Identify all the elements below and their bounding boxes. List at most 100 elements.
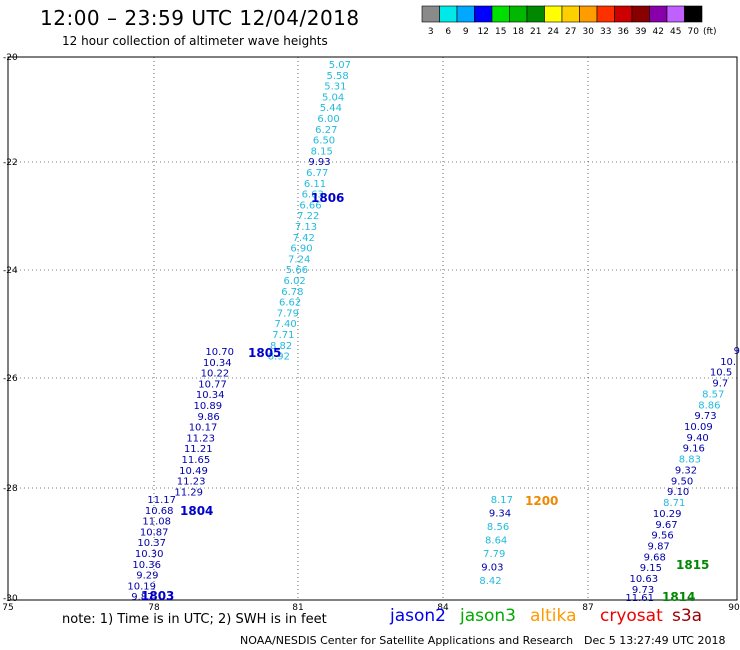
swh-reading: 8.64: [485, 536, 507, 547]
map-frame: [7, 56, 738, 601]
swh-reading: 8.57: [702, 389, 724, 400]
swh-reading: 10.68: [145, 506, 174, 517]
longitude-label: 87: [582, 603, 593, 613]
longitude-label: 84: [437, 603, 449, 613]
swh-reading: 8.83: [679, 455, 701, 466]
swh-reading: 7.79: [277, 308, 299, 319]
swh-reading: 6.66: [299, 200, 321, 211]
legend-label: 42: [653, 27, 664, 37]
swh-reading: 10.36: [132, 560, 161, 571]
swh-reading: 7.13: [295, 222, 317, 233]
swh-reading: 5.31: [324, 82, 346, 93]
orbit-label: 1200: [525, 494, 558, 508]
orbit-label: 1804: [180, 504, 213, 518]
legend-label: 30: [583, 27, 595, 37]
swh-reading: 5.07: [329, 60, 351, 71]
swh-reading: 10.19: [127, 581, 156, 592]
latitude-label: -28: [3, 484, 18, 494]
swh-reading: 9.86: [197, 412, 219, 423]
swh-reading: 9.34: [489, 509, 511, 520]
swh-reading: 9.68: [644, 552, 666, 563]
legend-label: 45: [670, 27, 681, 37]
swh-reading: 11.23: [186, 433, 215, 444]
swh-reading: 7.42: [293, 233, 315, 244]
swh-reading: 5.66: [286, 265, 308, 276]
latitude-label: -20: [3, 53, 18, 63]
swh-reading: 10.77: [198, 379, 227, 390]
swh-reading: 9.03: [481, 563, 503, 574]
swh-reading: 11.65: [182, 455, 211, 466]
swh-reading: 9.32: [675, 465, 697, 476]
swh-reading: 10.: [720, 357, 736, 368]
swh-reading: 8.92: [268, 352, 290, 363]
legend-swatch: [684, 5, 703, 23]
map-title: 12:00 – 23:59 UTC 12/04/2018: [40, 6, 360, 30]
swh-reading: 6.78: [281, 287, 303, 298]
swh-reading: 8.42: [479, 576, 501, 587]
swh-reading: 8.86: [698, 400, 720, 411]
swh-reading: 8.82: [270, 341, 292, 352]
swh-reading: 8.17: [491, 495, 513, 506]
swh-reading: 10.49: [179, 466, 208, 477]
swh-reading: 7.71: [272, 330, 294, 341]
swh-reading: 11.17: [147, 495, 176, 506]
swh-reading: 10.30: [135, 549, 164, 560]
swh-reading: 6.00: [317, 114, 339, 125]
legend-label: 18: [513, 27, 525, 37]
swh-reading: 7.22: [297, 211, 319, 222]
swh-reading: 11.08: [142, 517, 171, 528]
swh-reading: 11.23: [177, 477, 206, 488]
latitude-label: -30: [3, 594, 18, 604]
legend-label: 15: [495, 27, 506, 37]
swh-reading: 6.50: [313, 136, 335, 147]
orbit-label: 1803: [141, 589, 174, 603]
satellite-label-cryosat: cryosat: [600, 606, 663, 626]
latitude-label: -26: [3, 374, 18, 384]
legend-label: 3: [428, 27, 434, 37]
swh-reading: 8.15: [311, 146, 333, 157]
swh-reading: 10.89: [193, 401, 222, 412]
legend-label: 21: [530, 27, 541, 37]
legend-unit: (ft): [703, 27, 717, 37]
swh-reading: 9.16: [683, 444, 705, 455]
credit-line: NOAA/NESDIS Center for Satellite Applica…: [240, 634, 574, 647]
satellite-label-jason3: jason3: [460, 606, 516, 626]
swh-reading: 10.34: [203, 358, 232, 369]
swh-reading: 7.24: [288, 254, 310, 265]
swh-reading: 10.34: [196, 390, 225, 401]
legend-label: 39: [635, 27, 647, 37]
swh-reading: 10.22: [201, 369, 230, 380]
swh-reading: 6.62: [279, 298, 301, 309]
swh-reading: 7.79: [483, 549, 505, 560]
swh-reading: 8.56: [487, 522, 509, 533]
swh-reading: 9.50: [671, 476, 693, 487]
swh-reading: 6.77: [306, 168, 328, 179]
swh-reading: 9.73: [632, 585, 654, 596]
legend-label: 9: [463, 27, 469, 37]
swh-reading: 5.58: [326, 71, 348, 82]
longitude-label: 90: [728, 603, 740, 613]
legend-label: 24: [548, 27, 560, 37]
legend-label: 33: [600, 27, 611, 37]
swh-reading: 10.63: [629, 574, 658, 585]
latitude-label: -24: [3, 266, 18, 276]
orbit-label: 1805: [248, 346, 281, 360]
legend-label: 70: [688, 27, 700, 37]
swh-reading: 6.90: [290, 244, 312, 255]
legend-label: 6: [445, 27, 451, 37]
legend-label: 36: [618, 27, 630, 37]
swh-reading: 5.44: [320, 103, 342, 114]
swh-reading: 9.56: [651, 531, 673, 542]
map-subtitle: 12 hour collection of altimeter wave hei…: [62, 34, 328, 48]
swh-reading: 11.29: [174, 487, 203, 498]
swh-reading: 11.61: [625, 593, 654, 604]
longitude-label: 75: [2, 603, 13, 613]
swh-reading: 7.40: [274, 319, 296, 330]
legend-label: 27: [565, 27, 576, 37]
orbit-label: 1815: [676, 558, 709, 572]
longitude-label: 81: [292, 603, 303, 613]
swh-reading: 6.27: [315, 125, 337, 136]
latitude-label: -22: [3, 158, 18, 168]
swh-reading: 6.63: [302, 190, 324, 201]
swh-reading: 9: [734, 346, 740, 357]
